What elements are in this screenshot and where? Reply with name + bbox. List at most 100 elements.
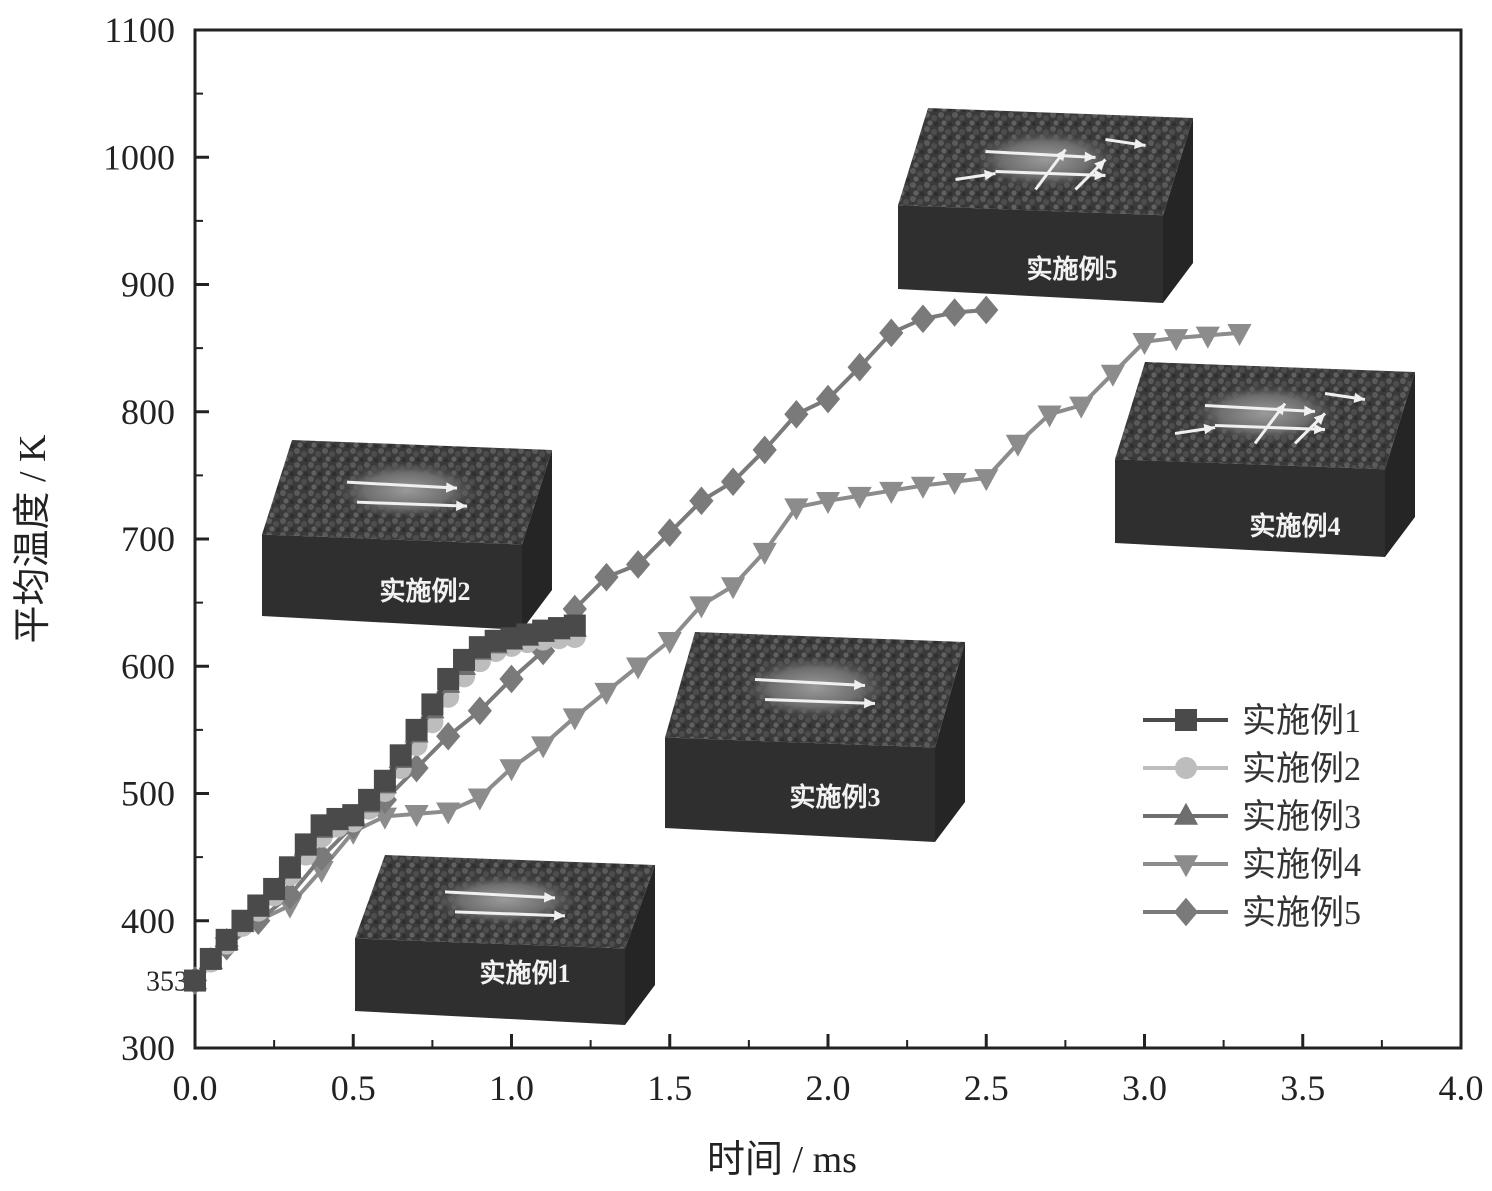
data-point [278, 856, 301, 879]
data-point [594, 682, 619, 705]
legend: 实施例1 实施例2 实施例3 实施例4 实施例5 [1143, 702, 1361, 932]
legend-entry-4: 实施例4 [1143, 846, 1361, 884]
data-point [215, 928, 238, 951]
data-point [974, 469, 999, 492]
arrow-head-icon [1314, 423, 1325, 435]
x-tick-label: 1.5 [647, 1068, 692, 1108]
x-tick-label: 1.0 [489, 1068, 534, 1108]
arrow-head-icon [543, 892, 555, 903]
data-point [436, 802, 461, 825]
data-point [499, 759, 524, 782]
data-point [531, 736, 556, 759]
arrow-head-icon [1303, 405, 1315, 417]
data-point [373, 769, 396, 792]
series-1 [184, 614, 586, 992]
data-point [1005, 434, 1030, 457]
x-tick-label: 0.5 [331, 1068, 376, 1108]
data-point [752, 435, 777, 465]
substrate-side-face [1163, 118, 1193, 303]
data-point [405, 718, 428, 741]
substrate-side-face [1385, 372, 1415, 557]
axes: 0.0 0.5 1.0 1.5 2.0 2.5 3.0 3.5 4.0 300 400 500 600 7… [103, 10, 1484, 1108]
inset-images: 实施例1 实施例2 实施例3 实施例4 实施例5 [262, 108, 1415, 1025]
arrow-head-icon [864, 697, 875, 709]
data-point [436, 721, 461, 751]
data-point [847, 352, 872, 382]
data-point [720, 577, 746, 600]
x-tick-label: 2.0 [806, 1068, 851, 1108]
data-point [184, 969, 206, 992]
y-tick-label: 800 [121, 392, 175, 432]
data-point [421, 693, 444, 716]
data-point [657, 518, 682, 547]
scan-arrow-icon [995, 169, 1106, 177]
data-point [358, 788, 381, 811]
data-point [437, 667, 460, 690]
data-point [879, 481, 904, 504]
data-point [467, 696, 492, 726]
data-point [389, 744, 412, 767]
inset-picture-4: 实施例4 [1115, 362, 1415, 557]
arrow-head-icon [984, 169, 996, 181]
inset-picture-1: 实施例1 [355, 855, 655, 1025]
x-tick-label: 3.0 [1122, 1068, 1167, 1108]
y-tick-label: 1100 [104, 10, 175, 50]
data-point [1037, 405, 1062, 428]
legend-entry-5: 实施例5 [1143, 894, 1361, 932]
y-tick-label: 500 [121, 774, 175, 814]
scan-arrow-icon [1204, 403, 1316, 413]
melt-pool [740, 655, 890, 720]
data-point [720, 467, 746, 497]
substrate-side-face [625, 865, 655, 1025]
data-point [784, 399, 809, 429]
arrow-head-icon [456, 500, 467, 511]
inset-label: 实施例2 [379, 576, 470, 606]
legend-label: 实施例3 [1242, 798, 1361, 836]
arrow-head-icon [1313, 413, 1325, 425]
arrow-head-icon [1274, 403, 1285, 416]
legend-marker [1173, 855, 1199, 878]
legend-marker [1175, 709, 1197, 731]
data-point [499, 664, 524, 694]
data-point [594, 562, 619, 592]
data-point [626, 550, 651, 579]
substrate-front-face [898, 205, 1163, 303]
data-point [974, 295, 999, 325]
arrow-head-icon [1084, 151, 1096, 163]
legend-marker [1173, 897, 1199, 927]
arrow-head-icon [445, 482, 457, 493]
melt-pool [971, 129, 1120, 190]
inset-label: 实施例5 [1026, 254, 1117, 284]
data-point [1132, 332, 1157, 355]
arrow-head-icon [554, 910, 565, 921]
series-layer [182, 295, 1252, 995]
data-point [910, 476, 936, 499]
substrate-front-face [262, 534, 522, 630]
data-point [1100, 364, 1125, 387]
inset-picture-2: 实施例2 [262, 440, 552, 630]
arrow-head-icon [1353, 392, 1365, 404]
inset-label: 实施例4 [1249, 511, 1340, 541]
y-tick-label: 900 [121, 265, 175, 305]
data-point [563, 614, 586, 637]
data-point [309, 842, 334, 872]
legend-marker [1173, 802, 1199, 825]
legend-entry-2: 实施例2 [1143, 750, 1361, 788]
legend-entry-1: 实施例1 [1143, 702, 1361, 740]
scan-arrow-icon [985, 149, 1096, 159]
scan-arrow-icon [454, 910, 566, 918]
data-point [1195, 326, 1220, 349]
scan-arrow-icon [754, 677, 866, 687]
substrate-side-face [522, 450, 552, 630]
substrate-front-face [355, 938, 625, 1025]
data-point [815, 384, 841, 414]
legend-label: 实施例2 [1242, 750, 1361, 788]
data-point [467, 788, 492, 811]
data-point [263, 877, 286, 900]
y-tick-label: 700 [121, 519, 175, 559]
scan-arrow-icon [346, 480, 458, 490]
x-tick-label: 0.0 [173, 1068, 218, 1108]
data-point [1164, 329, 1189, 352]
scan-arrow-icon [444, 890, 556, 900]
